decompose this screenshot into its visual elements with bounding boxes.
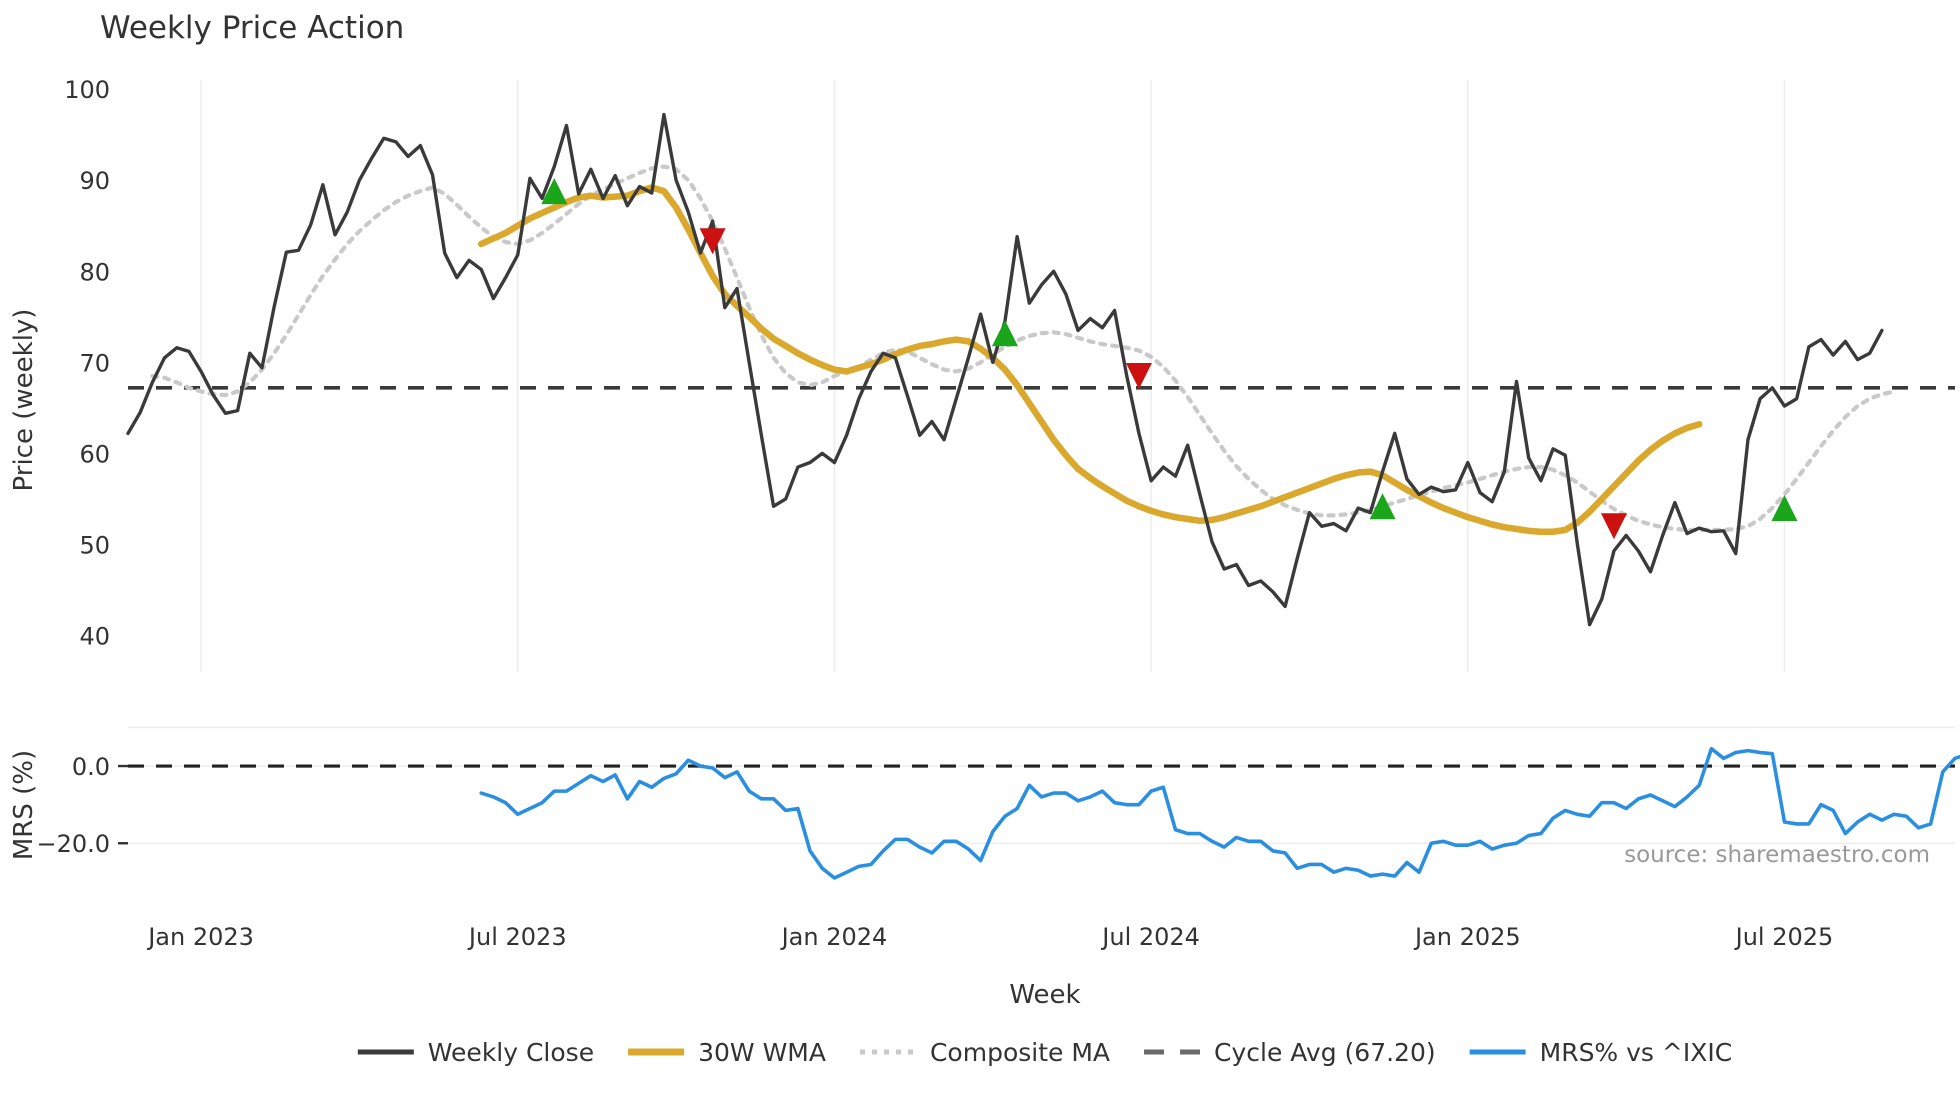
x-axis-ticks: Jan 2023 Jul 2023 Jan 2024 Jul 2024 Jan 2025…	[146, 923, 1833, 951]
legend-label: Weekly Close	[428, 1038, 594, 1067]
wma-30w-line	[477, 184, 1703, 535]
price-y-tick: 70	[79, 349, 110, 377]
price-panel: 40 50 60 70 80 90 100 Price (weekly)	[9, 76, 1955, 672]
price-y-tick: 40	[79, 623, 110, 651]
legend-label: MRS% vs ^IXIC	[1540, 1038, 1733, 1067]
buy-signal-marker	[1369, 493, 1396, 520]
mrs-panel: −20.0 0.0 MRS (%) source: sharemaestro.co…	[9, 726, 1960, 880]
price-y-axis-ticks: 40 50 60 70 80 90 100	[64, 76, 110, 650]
x-axis-tick: Jul 2025	[1734, 923, 1834, 951]
legend-label: Composite MA	[930, 1038, 1110, 1067]
mrs-series-line	[479, 746, 1960, 880]
price-y-tick: 60	[79, 440, 110, 468]
sell-signal-marker	[699, 228, 726, 255]
chart-legend: Weekly Close 30W WMA Composite MA Cycle Avg…	[357, 1038, 1733, 1067]
mrs-y-tick: 0.0	[72, 753, 110, 781]
x-axis-tick: Jan 2023	[146, 923, 254, 951]
x-axis-tick: Jul 2024	[1100, 923, 1200, 951]
x-axis-label: Week	[1009, 980, 1080, 1010]
buy-signal-marker	[991, 320, 1018, 347]
x-axis-tick: Jan 2024	[780, 923, 888, 951]
buy-signal-marker	[541, 178, 568, 205]
mrs-y-tick: −20.0	[36, 830, 110, 858]
price-y-axis-label: Price (weekly)	[9, 309, 39, 492]
sell-signal-marker	[1600, 513, 1627, 540]
x-axis-tick: Jul 2023	[467, 923, 567, 951]
x-axis-tick: Jan 2025	[1413, 923, 1521, 951]
buy-signal-marker	[1771, 495, 1798, 522]
price-y-tick: 100	[64, 76, 110, 104]
source-attribution: source: sharemaestro.com	[1624, 842, 1930, 868]
signal-markers	[541, 178, 1798, 540]
mrs-y-axis-label: MRS (%)	[9, 750, 39, 860]
composite-ma-line	[150, 164, 1897, 533]
price-y-tick: 50	[79, 531, 110, 559]
legend-label: Cycle Avg (67.20)	[1214, 1038, 1436, 1067]
page-title: Weekly Price Action	[100, 10, 404, 46]
sell-signal-marker	[1125, 363, 1152, 389]
mrs-y-axis-ticks: −20.0 0.0	[36, 753, 128, 858]
legend-label: 30W WMA	[698, 1038, 826, 1067]
price-y-tick: 80	[79, 258, 110, 286]
price-y-tick: 90	[79, 167, 110, 195]
